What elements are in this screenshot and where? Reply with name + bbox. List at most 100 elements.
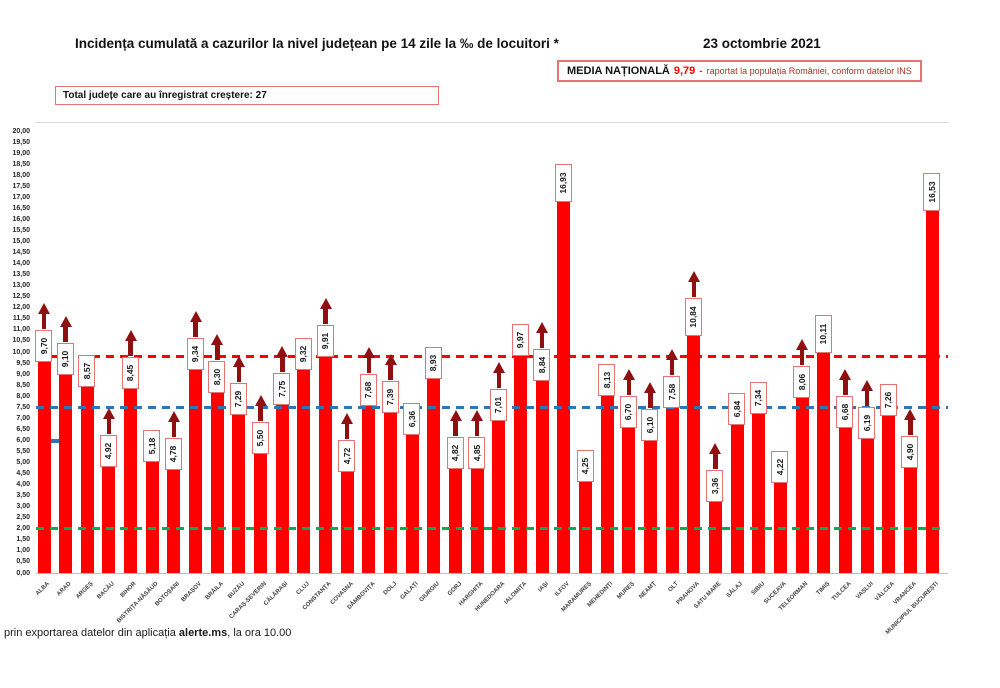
- bar-value-label: 7,39: [381, 380, 399, 413]
- stray-blue-dash: [47, 439, 61, 443]
- bar-value-label: 8,93: [424, 346, 442, 379]
- bar-value-text: 4,90: [904, 443, 915, 460]
- y-axis-tick: 18,50: [12, 160, 30, 168]
- bar: [254, 451, 268, 573]
- bar-value-label: 6,10: [641, 409, 659, 442]
- increase-arrow-icon: [254, 395, 267, 422]
- footer-suffix: , la ora 10.00: [227, 627, 292, 639]
- bar-value-text: 8,84: [536, 356, 547, 373]
- x-axis-label: OLT: [666, 581, 680, 594]
- bar-value-label: 8,30: [208, 360, 226, 393]
- bar-value-label: 9,70: [35, 329, 52, 362]
- y-axis-tick: 4,00: [16, 481, 30, 489]
- y-axis-tick: 4,50: [16, 470, 30, 478]
- bar-value-label: 6,84: [728, 392, 746, 425]
- x-axis-label: ALBA: [35, 581, 52, 598]
- x-axis-label: BIHOR: [119, 581, 138, 599]
- bar-value-text: 3,36: [709, 477, 720, 495]
- y-axis-tick: 5,00: [16, 459, 30, 466]
- y-axis-tick: 6,00: [16, 436, 30, 444]
- bar-value-label: 5,18: [143, 429, 161, 462]
- x-axis-label: ARAD: [56, 581, 73, 598]
- y-axis-tick: 3,50: [16, 492, 30, 500]
- y-axis-tick: 9,00: [16, 370, 30, 378]
- x-axis-label: BRĂILA: [204, 581, 225, 602]
- bar-value-text: 5,18: [146, 437, 157, 454]
- bar-value-label: 7,01: [489, 389, 507, 422]
- y-axis-tick: 14,00: [12, 260, 30, 268]
- bar-value-label: 7,34: [749, 381, 767, 414]
- bar: [405, 432, 419, 573]
- bar: [838, 425, 852, 573]
- bar: [275, 401, 289, 573]
- bar: [319, 353, 333, 573]
- bar-value-text: 9,91: [320, 332, 331, 350]
- y-axis-tick: 15,50: [12, 226, 30, 234]
- chart-title: Incidența cumulată a cazurilor la nivel …: [75, 36, 559, 51]
- increase-arrow-icon: [622, 368, 635, 395]
- bar-value-label: 16,93: [554, 163, 572, 202]
- y-axis-tick: 16,50: [12, 204, 30, 212]
- x-axis-label: NEAMȚ: [638, 581, 658, 601]
- increase-arrow-icon: [904, 408, 917, 435]
- bar-value-label: 8,45: [121, 357, 139, 390]
- bar-value-label: 7,58: [663, 376, 681, 409]
- bar-value-label: 4,22: [771, 450, 789, 483]
- bar-value-text: 7,68: [363, 381, 374, 399]
- bar-value-label: 4,92: [99, 435, 117, 468]
- increase-arrow-icon: [167, 411, 180, 438]
- y-axis-tick: 10,00: [12, 348, 30, 356]
- y-axis-tick: 7,00: [16, 414, 30, 422]
- bar-value-text: 7,58: [666, 384, 677, 401]
- bar: [210, 389, 224, 573]
- bar: [579, 479, 592, 573]
- x-axis-label: TULCEA: [831, 581, 853, 603]
- bar-value-label: 8,06: [793, 365, 811, 398]
- bar-value-text: 7,01: [493, 396, 504, 414]
- increase-arrow-icon: [232, 355, 245, 382]
- bar: [817, 349, 831, 573]
- bar-value-label: 6,68: [836, 396, 854, 429]
- increase-arrow-icon: [861, 380, 874, 407]
- x-axis-label: GIURGIU: [418, 581, 442, 604]
- y-axis-tick: 5,50: [16, 447, 30, 455]
- bar: [80, 383, 94, 573]
- national-average-value: 9,79: [673, 65, 696, 77]
- x-axis-label: GALAȚI: [399, 581, 420, 602]
- bar: [535, 377, 549, 573]
- bar-value-label: 4,78: [164, 438, 182, 471]
- y-axis-tick: 12,00: [12, 304, 30, 312]
- y-axis-tick: 10,50: [12, 337, 30, 345]
- increase-arrow-icon: [839, 369, 852, 396]
- bar-value-text: 8,57: [81, 362, 92, 379]
- bar-value-text: 4,78: [168, 446, 179, 463]
- bar-value-label: 10,84: [684, 298, 702, 337]
- bar-value-text: 6,84: [731, 400, 742, 418]
- bar-value-text: 4,85: [471, 444, 482, 462]
- bar-value-text: 8,45: [125, 364, 136, 382]
- y-axis-tick: 17,50: [12, 182, 30, 190]
- bar: [167, 467, 181, 573]
- increase-arrow-icon: [59, 315, 72, 342]
- bar: [708, 498, 722, 573]
- y-axis-tick: 13,50: [12, 271, 30, 279]
- y-axis-tick: 8,50: [16, 381, 30, 389]
- bar-value-text: 9,70: [38, 337, 49, 354]
- x-axis-label: ARGEȘ: [75, 581, 95, 601]
- x-axis-label: SIBIU: [750, 581, 767, 597]
- bar: [59, 371, 73, 573]
- y-axis-tick: 0,00: [16, 569, 30, 577]
- bar-value-label: 5,50: [251, 422, 269, 455]
- bar-value-text: 9,32: [298, 345, 309, 363]
- bar-value-text: 16,53: [926, 181, 937, 203]
- bar: [232, 411, 246, 573]
- bar-value-label: 8,84: [533, 348, 551, 381]
- y-axis-tick: 14,50: [12, 249, 30, 257]
- increase-arrow-icon: [102, 408, 115, 435]
- bar-value-label: 9,34: [186, 337, 204, 370]
- bar: [102, 464, 116, 573]
- bar-value-text: 7,34: [753, 389, 764, 407]
- increase-arrow-icon: [687, 271, 700, 298]
- increase-arrow-icon: [709, 442, 722, 469]
- increase-arrow-icon: [276, 345, 289, 372]
